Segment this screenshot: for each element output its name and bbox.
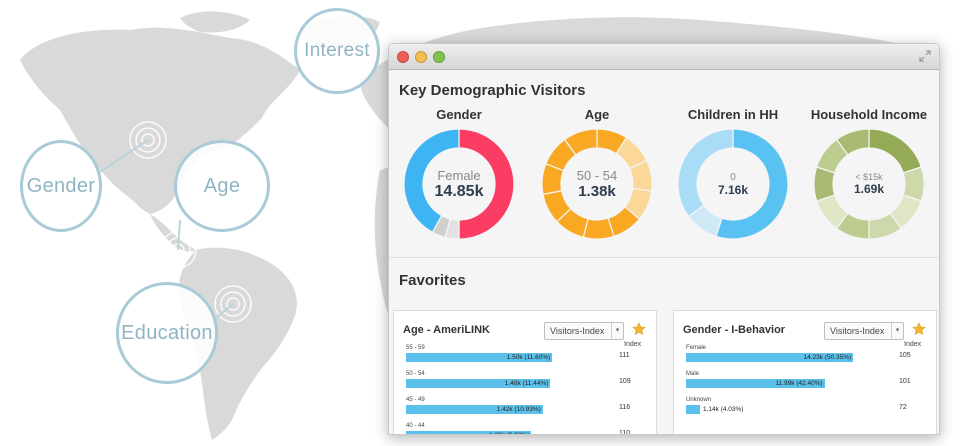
- value-bar: [406, 431, 532, 434]
- bar-track: 1.29k (9.93%): [406, 431, 654, 434]
- maximize-window-button[interactable]: [433, 51, 445, 63]
- gender-ibehavior-panel: Gender - I-Behavior Visitors-Index ▾ Ind…: [673, 310, 937, 434]
- value-bar: [406, 379, 551, 388]
- window-titlebar: [389, 44, 939, 70]
- select-value: Visitors-Index: [830, 326, 885, 336]
- age-ameriLink-panel: Age - AmeriLINK Visitors-Index ▾ Index 5…: [393, 310, 657, 435]
- select-value: Visitors-Index: [550, 326, 605, 336]
- list-item[interactable]: 45 - 49 1.42k (10.93%) 116: [406, 397, 654, 414]
- age-donut[interactable]: 50 - 54 1.38k: [541, 128, 653, 240]
- bar-value-label: 1.48k (11.44%): [504, 380, 549, 387]
- row-index-value: 116: [619, 404, 631, 411]
- bar-track: 1.50k (11.60%): [406, 353, 654, 362]
- section-divider: [389, 257, 939, 258]
- bar-value-label: 11.99k (42.40%): [775, 380, 823, 387]
- donut-title: Household Income: [810, 107, 928, 122]
- row-index-value: 109: [619, 378, 631, 385]
- interest-bubble: Interest: [294, 8, 380, 94]
- education-bubble: Education: [116, 282, 218, 384]
- metric-select[interactable]: Visitors-Index ▾: [544, 322, 624, 340]
- panel-header: Gender - I-Behavior Visitors-Index ▾ Ind…: [674, 311, 936, 348]
- donut-segment[interactable]: [563, 128, 598, 156]
- donut-segment[interactable]: [715, 128, 789, 240]
- age-donut-card: Age 50 - 54 1.38k: [529, 107, 665, 240]
- donut-center-value: 14.85k: [434, 182, 484, 200]
- panel-title: Gender - I-Behavior: [683, 324, 786, 336]
- bar-value-label: 1.14k (4.03%): [703, 406, 744, 413]
- donut-center-value: 1.69k: [853, 182, 885, 196]
- list-item[interactable]: 40 - 44 1.29k (9.93%) 110: [406, 423, 654, 435]
- donut-title: Children in HH: [687, 107, 779, 122]
- favorites-title: Favorites: [399, 272, 466, 289]
- value-bar: [406, 405, 543, 414]
- donut-center-label: 0: [730, 171, 736, 183]
- gender-donut-card: Gender Female 14.85k: [391, 107, 527, 240]
- donut-center-label: < $15k: [855, 172, 883, 182]
- close-window-button[interactable]: [397, 51, 409, 63]
- panel-title: Age - AmeriLINK: [403, 324, 490, 336]
- list-item[interactable]: Female 14.23k (50.35%) 105: [686, 345, 934, 362]
- dashboard-window: Key Demographic Visitors Gender Female 1…: [388, 43, 940, 435]
- value-bar: [686, 353, 854, 362]
- row-index-value: 72: [899, 404, 907, 411]
- row-label: Female: [686, 345, 707, 351]
- children-donut-card: Children in HH 0 7.16k: [665, 107, 801, 240]
- donut-segment[interactable]: [403, 128, 460, 234]
- value-bar: [406, 353, 553, 362]
- index-column-header: Index: [624, 341, 642, 348]
- list-item[interactable]: 50 - 54 1.48k (11.44%) 109: [406, 371, 654, 388]
- row-index-value: 101: [899, 378, 911, 385]
- star-icon[interactable]: [632, 322, 646, 336]
- minimize-window-button[interactable]: [415, 51, 427, 63]
- list-item[interactable]: 55 - 59 1.50k (11.60%) 111: [406, 345, 654, 362]
- index-column-header: Index: [904, 341, 922, 348]
- value-bar: [686, 405, 700, 414]
- bar-track: 11.99k (42.40%): [686, 379, 934, 388]
- star-icon[interactable]: [912, 322, 926, 336]
- fullscreen-icon[interactable]: [919, 50, 931, 62]
- row-index-value: 111: [619, 352, 630, 359]
- bar-track: 1.48k (11.44%): [406, 379, 654, 388]
- income-donut[interactable]: < $15k 1.69k: [813, 128, 925, 240]
- row-label: Male: [686, 371, 700, 377]
- metric-select[interactable]: Visitors-Index ▾: [824, 322, 904, 340]
- bar-track: 1.14k (4.03%): [686, 405, 934, 414]
- donut-row: Gender Female 14.85k Age 50 - 54 1.38k: [389, 99, 939, 251]
- row-label: 45 - 49: [406, 397, 425, 403]
- children-donut[interactable]: 0 7.16k: [677, 128, 789, 240]
- list-item[interactable]: Male 11.99k (42.40%) 101: [686, 371, 934, 388]
- bar-value-label: 14.23k (50.35%): [803, 354, 852, 361]
- row-index-value: 110: [619, 430, 631, 435]
- chevron-down-icon: ▾: [891, 323, 903, 339]
- row-label: 50 - 54: [406, 371, 425, 377]
- chevron-down-icon: ▾: [611, 323, 623, 339]
- list-item[interactable]: Unknown 1.14k (4.03%) 72: [686, 397, 934, 414]
- donut-center-value: 7.16k: [717, 182, 749, 197]
- donut-segment[interactable]: [835, 128, 870, 156]
- row-index-value: 105: [899, 352, 911, 359]
- donut-title: Age: [584, 107, 610, 122]
- row-label: 40 - 44: [406, 423, 425, 429]
- donut-center-value: 1.38k: [578, 183, 616, 200]
- bar-value-label: 1.29k (9.93%): [489, 432, 529, 434]
- value-bar: [686, 379, 825, 388]
- donut-title: Gender: [436, 107, 482, 122]
- bar-track: 1.42k (10.93%): [406, 405, 654, 414]
- section-title: Key Demographic Visitors: [399, 82, 586, 99]
- donut-center-label: 50 - 54: [576, 168, 618, 183]
- gender-bubble: Gender: [20, 140, 102, 232]
- bar-track: 14.23k (50.35%): [686, 353, 934, 362]
- age-bubble: Age: [174, 140, 270, 232]
- gender-donut[interactable]: Female 14.85k: [403, 128, 515, 240]
- row-label: 55 - 59: [406, 345, 425, 351]
- bar-value-label: 1.50k (11.60%): [506, 354, 551, 361]
- bar-value-label: 1.42k (10.93%): [496, 406, 541, 413]
- panel-header: Age - AmeriLINK Visitors-Index ▾ Index: [394, 311, 656, 348]
- income-donut-card: Household Income < $15k 1.69k: [801, 107, 937, 240]
- donut-segment[interactable]: [458, 128, 515, 240]
- donut-segment[interactable]: [677, 128, 734, 218]
- row-label: Unknown: [686, 397, 712, 403]
- donut-center-label: Female: [437, 167, 481, 183]
